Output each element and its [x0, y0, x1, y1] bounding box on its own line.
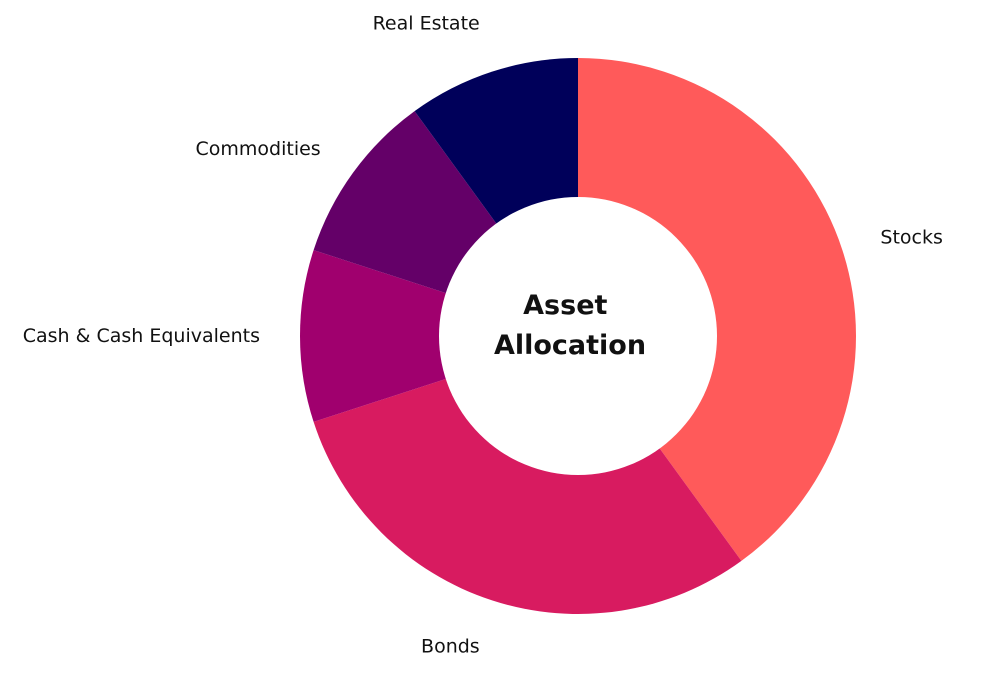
label-bonds: Bonds: [421, 635, 480, 657]
label-commodities: Commodities: [196, 138, 321, 160]
slice-bonds: [313, 336, 742, 615]
label-cash-and-cash-equivalents: Cash & Cash Equivalents: [23, 325, 260, 347]
slice-stocks: [578, 58, 857, 561]
labels-group: Stocks Bonds Cash & Cash Equivalents Commod…: [23, 13, 943, 658]
chart-title-line-1: Asset: [523, 290, 607, 321]
donut-hole: [439, 197, 717, 475]
label-real-estate: Real Estate: [373, 13, 480, 35]
chart-title: Asset Allocation: [494, 290, 646, 361]
chart-title-line-2: Allocation: [494, 330, 646, 361]
label-stocks: Stocks: [880, 227, 942, 249]
